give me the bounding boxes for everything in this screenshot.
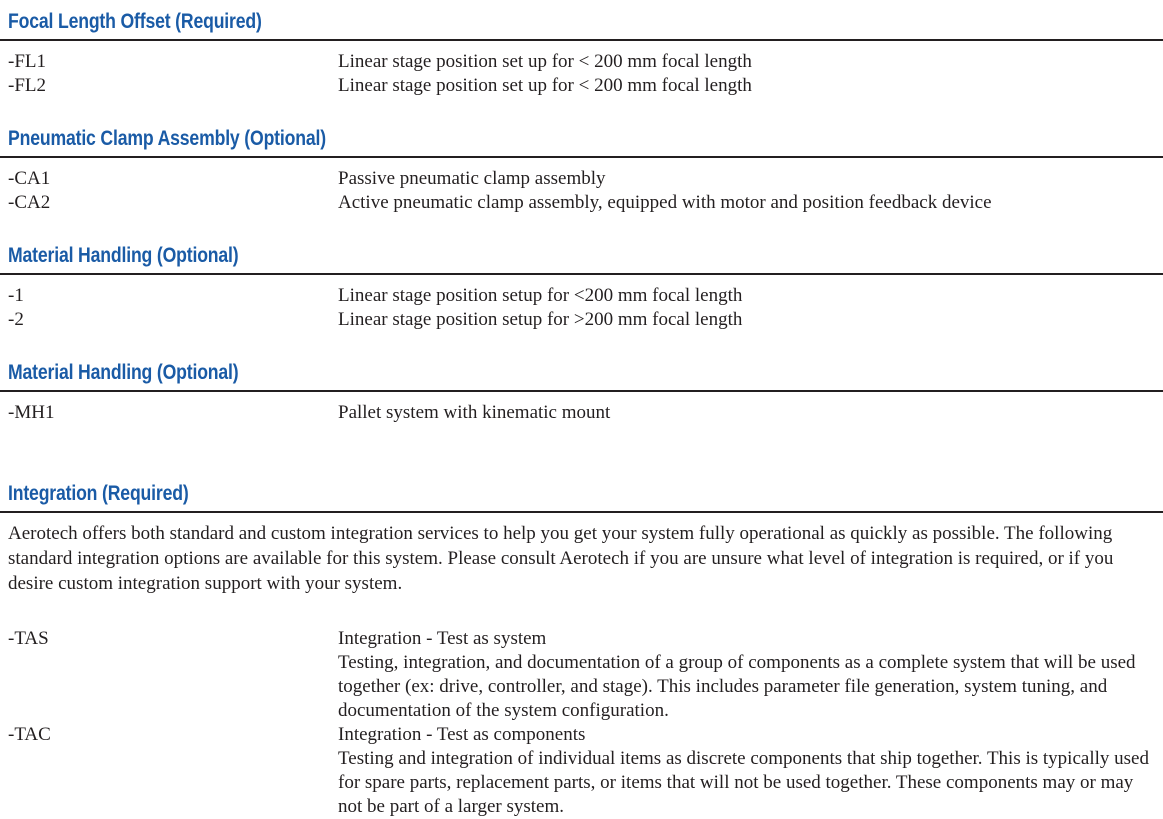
- section-title-text: Material Handling (Optional): [8, 361, 239, 384]
- option-code: -MH1: [8, 402, 55, 423]
- option-code: -FL1: [8, 51, 46, 72]
- option-description: Passive pneumatic clamp assembly: [338, 168, 606, 189]
- option-description: Active pneumatic clamp assembly, equippe…: [338, 192, 992, 213]
- option-rows: -CA1 Passive pneumatic clamp assembly -C…: [0, 167, 1163, 215]
- option-row: -CA1 Passive pneumatic clamp assembly: [8, 167, 1163, 191]
- option-row: -TAC Integration - Test as components Te…: [8, 723, 1163, 819]
- option-row: -FL2 Linear stage position set up for < …: [8, 74, 1163, 98]
- option-description-body: Testing, integration, and documentation …: [338, 652, 1136, 721]
- option-description: Integration - Test as system Testing, in…: [338, 627, 1160, 723]
- option-row: -2 Linear stage position setup for >200 …: [8, 308, 1163, 332]
- option-code: -CA2: [8, 192, 51, 213]
- option-code: -FL2: [8, 75, 46, 96]
- datasheet-options-page: Focal Length Offset (Required) -FL1 Line…: [0, 10, 1163, 819]
- option-rows: -FL1 Linear stage position set up for < …: [0, 50, 1163, 98]
- section-title: Integration (Required): [0, 482, 1163, 513]
- option-row: -CA2 Active pneumatic clamp assembly, eq…: [8, 191, 1163, 215]
- section-focal-length-offset: Focal Length Offset (Required) -FL1 Line…: [0, 10, 1163, 98]
- option-row: -FL1 Linear stage position set up for < …: [8, 50, 1163, 74]
- section-title: Focal Length Offset (Required): [0, 10, 1163, 41]
- option-description-title: Integration - Test as system: [338, 628, 547, 649]
- option-rows: -TAS Integration - Test as system Testin…: [0, 627, 1163, 819]
- integration-intro-paragraph: Aerotech offers both standard and custom…: [8, 523, 1114, 594]
- section-pneumatic-clamp-assembly: Pneumatic Clamp Assembly (Optional) -CA1…: [0, 127, 1163, 215]
- option-description: Linear stage position set up for < 200 m…: [338, 75, 752, 96]
- option-description: Integration - Test as components Testing…: [338, 723, 1160, 819]
- option-code: -1: [8, 285, 24, 306]
- option-row: -MH1 Pallet system with kinematic mount: [8, 401, 1163, 425]
- section-integration: Integration (Required) Aerotech offers b…: [0, 482, 1163, 819]
- section-title: Pneumatic Clamp Assembly (Optional): [0, 127, 1163, 158]
- option-code: -TAS: [8, 628, 49, 649]
- option-rows: -MH1 Pallet system with kinematic mount: [0, 401, 1163, 425]
- section-title-text: Pneumatic Clamp Assembly (Optional): [8, 127, 326, 150]
- section-title-text: Focal Length Offset (Required): [8, 10, 262, 33]
- option-description: Linear stage position setup for >200 mm …: [338, 309, 743, 330]
- option-row: -TAS Integration - Test as system Testin…: [8, 627, 1163, 723]
- section-material-handling-2: Material Handling (Optional) -MH1 Pallet…: [0, 361, 1163, 425]
- option-code: -CA1: [8, 168, 51, 189]
- section-title-text: Material Handling (Optional): [8, 244, 239, 267]
- option-description-title: Integration - Test as components: [338, 724, 586, 745]
- option-description: Pallet system with kinematic mount: [338, 402, 611, 423]
- option-rows: -1 Linear stage position setup for <200 …: [0, 284, 1163, 332]
- option-code: -2: [8, 309, 24, 330]
- section-material-handling-1: Material Handling (Optional) -1 Linear s…: [0, 244, 1163, 332]
- section-title: Material Handling (Optional): [0, 244, 1163, 275]
- section-title-text: Integration (Required): [8, 482, 189, 505]
- option-code: -TAC: [8, 724, 51, 745]
- option-description: Linear stage position setup for <200 mm …: [338, 285, 743, 306]
- option-row: -1 Linear stage position setup for <200 …: [8, 284, 1163, 308]
- option-description: Linear stage position set up for < 200 m…: [338, 51, 752, 72]
- option-description-body: Testing and integration of individual it…: [338, 748, 1149, 817]
- section-title: Material Handling (Optional): [0, 361, 1163, 392]
